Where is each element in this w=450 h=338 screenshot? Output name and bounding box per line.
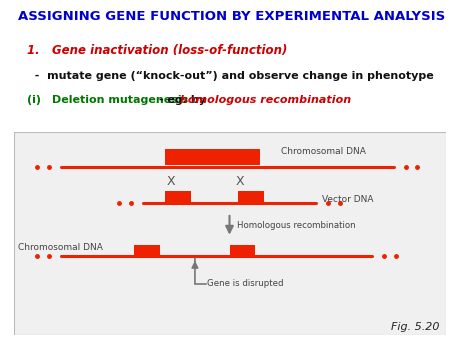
Text: ASSIGNING GENE FUNCTION BY EXPERIMENTAL ANALYSIS: ASSIGNING GENE FUNCTION BY EXPERIMENTAL … [18,10,445,23]
Text: Gene is disrupted: Gene is disrupted [207,280,284,288]
Text: -  mutate gene (“knock-out”) and observe change in phenotype: - mutate gene (“knock-out”) and observe … [27,71,434,81]
Text: X: X [167,175,176,188]
Bar [165,149,260,165]
Text: X: X [236,175,245,188]
Bar [238,191,264,202]
Text: - eg. by: - eg. by [155,95,210,105]
Text: Vector DNA: Vector DNA [322,195,374,204]
Bar [135,244,160,256]
Text: Chromosomal DNA: Chromosomal DNA [281,147,366,156]
Bar [230,244,256,256]
Bar [165,191,191,202]
FancyBboxPatch shape [14,132,446,335]
Text: (i): (i) [27,95,53,105]
Text: Chromosomal DNA: Chromosomal DNA [18,243,103,251]
Text: homologous recombination: homologous recombination [180,95,351,105]
Text: Fig. 5.20: Fig. 5.20 [391,322,439,332]
Text: 1.   Gene inactivation (loss-of-function): 1. Gene inactivation (loss-of-function) [27,44,288,57]
Text: Homologous recombination: Homologous recombination [237,221,356,230]
Text: Deletion mutagenesis: Deletion mutagenesis [52,95,188,105]
